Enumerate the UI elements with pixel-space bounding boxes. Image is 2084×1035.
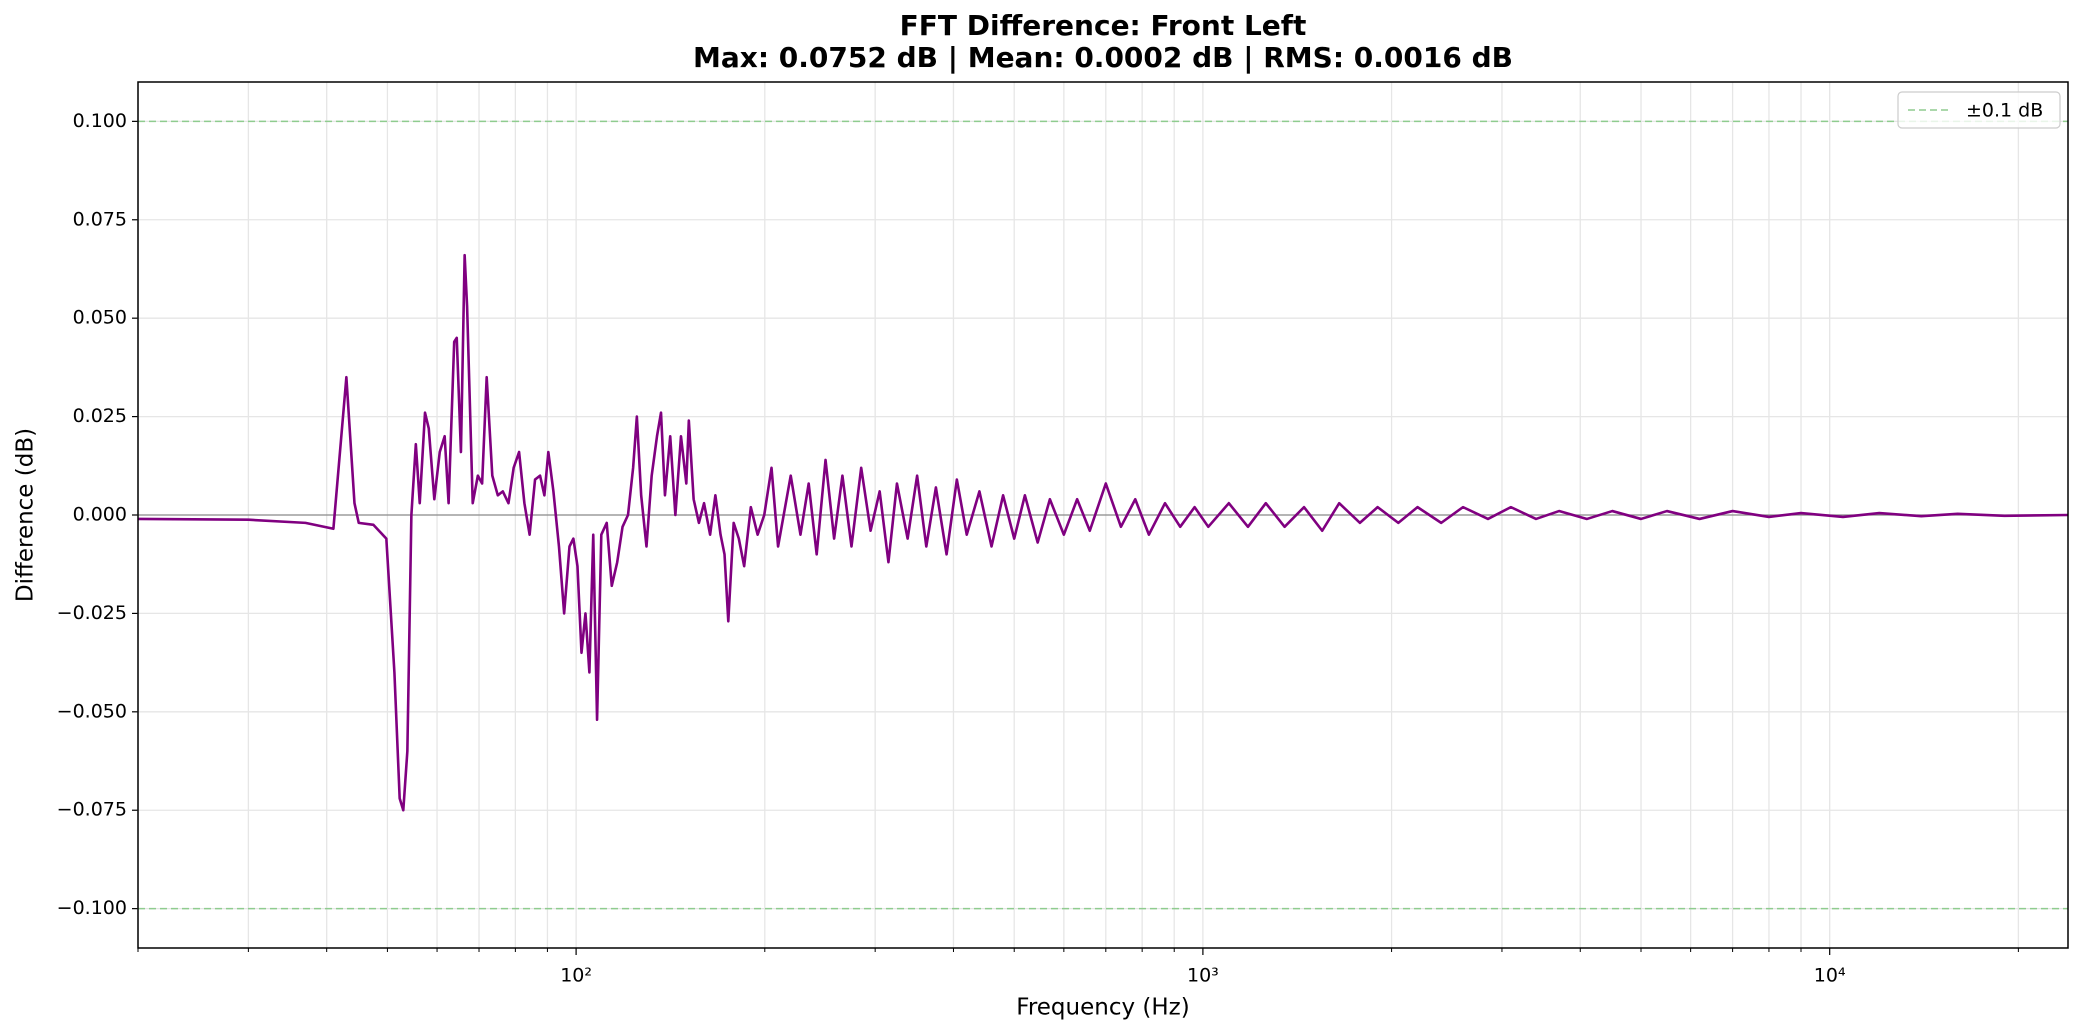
legend-label: ±0.1 dB (1966, 100, 2043, 122)
y-tick-label: 0.100 (73, 110, 127, 132)
plot-frame (137, 81, 2069, 949)
y-tick-label: 0.050 (73, 307, 127, 329)
y-tick-label: −0.050 (57, 700, 127, 722)
x-tick-label: 10³ (1187, 965, 1219, 987)
y-tick-label: 0.075 (73, 208, 127, 230)
chart-title: FFT Difference: Front Left (900, 9, 1307, 42)
legend-box (1897, 91, 2061, 129)
y-tick-label: 0.000 (73, 504, 127, 526)
y-tick-label: −0.025 (57, 602, 127, 624)
y-tick-label: −0.100 (57, 897, 127, 919)
chart-subtitle: Max: 0.0752 dB | Mean: 0.0002 dB | RMS: … (693, 41, 1513, 74)
x-axis-label: Frequency (Hz) (1016, 995, 1189, 1021)
y-axis-label: Difference (dB) (13, 428, 39, 602)
x-tick-label: 10⁴ (1814, 965, 1846, 987)
y-tick-label: 0.025 (73, 405, 127, 427)
data-line (137, 253, 2069, 812)
y-tick-label: −0.075 (57, 799, 127, 821)
x-tick-label: 10² (560, 965, 592, 987)
